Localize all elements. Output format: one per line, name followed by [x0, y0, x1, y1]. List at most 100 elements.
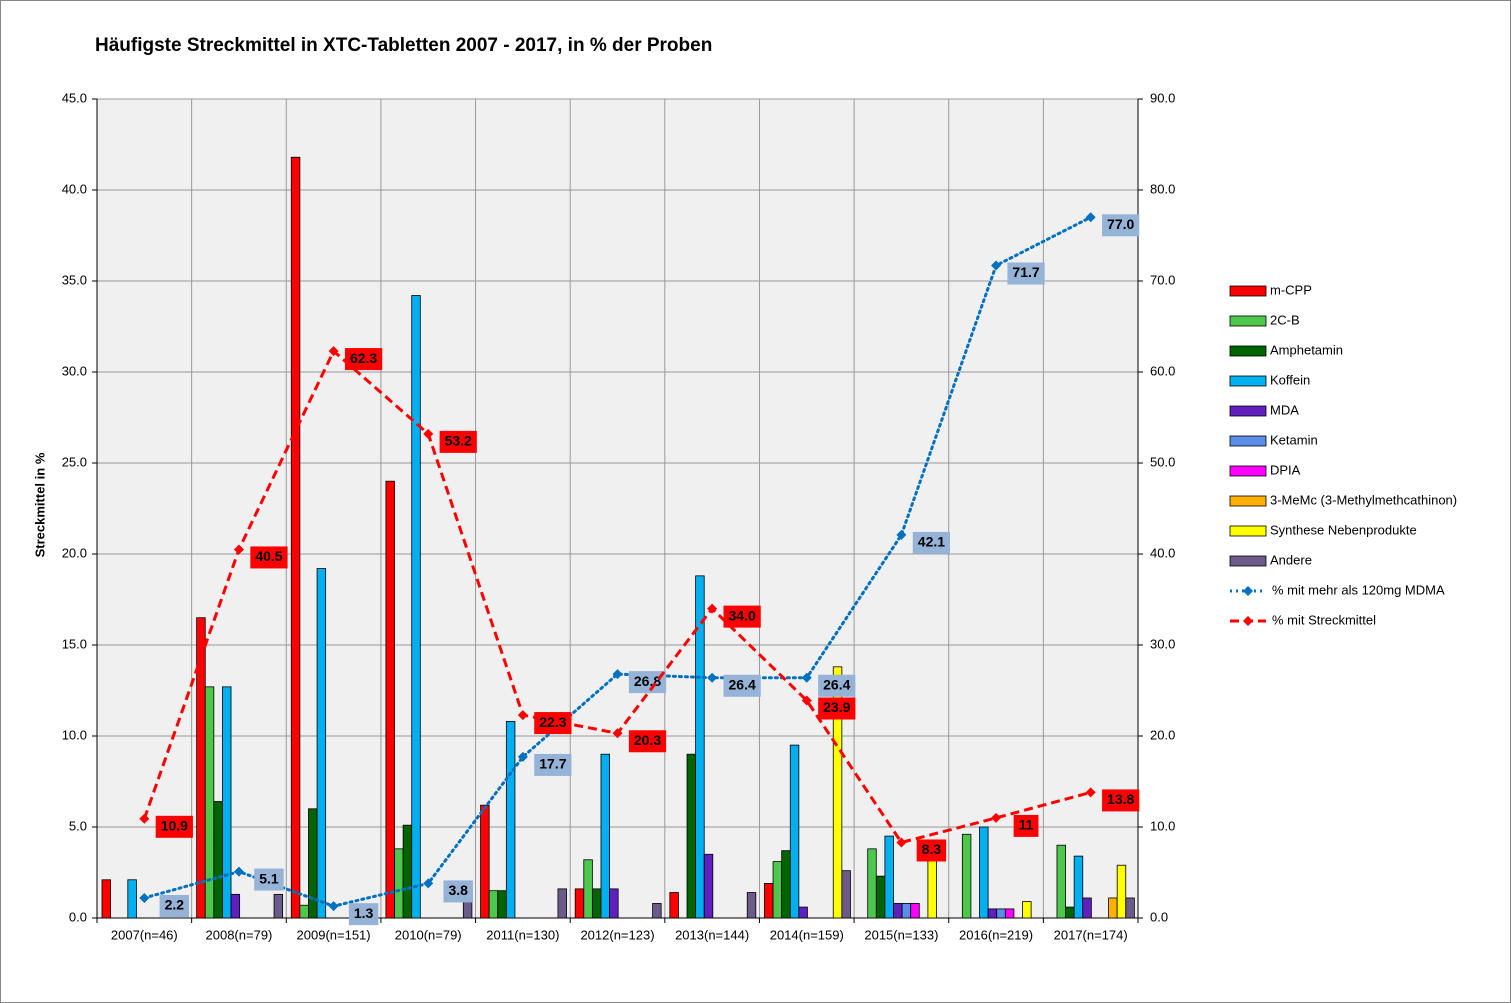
line-marker [1085, 212, 1096, 223]
legend-label: 2C-B [1270, 312, 1300, 327]
data-label-text: 8.3 [922, 841, 942, 857]
line-marker [801, 695, 812, 706]
data-label-box [344, 348, 383, 371]
data-label: 40.5 [250, 546, 288, 569]
line-marker [991, 260, 1002, 271]
line-marker [233, 866, 244, 877]
x-tick-label: 2007(n=46) [111, 927, 178, 942]
data-label-text: 42.1 [918, 534, 945, 550]
data-label: 13.8 [1102, 789, 1140, 812]
data-label: 53.2 [439, 430, 477, 453]
data-label-box [916, 839, 947, 862]
bar [1082, 897, 1092, 919]
line-marker [612, 728, 623, 739]
y2-tick-label: 10.0 [1150, 818, 1175, 833]
chart-title: Häufigste Streckmittel in XTC-Tabletten … [95, 35, 712, 56]
data-label-box [818, 697, 856, 720]
x-tick-label: 2015(n=133) [864, 927, 938, 942]
data-label-text: 26.4 [823, 676, 850, 692]
bar [591, 888, 602, 919]
data-label-box [1102, 789, 1140, 812]
y-tick-label: 30.0 [62, 363, 87, 378]
y2-tick-label: 40.0 [1150, 545, 1175, 560]
bar [411, 295, 421, 919]
data-label-text: 1.3 [354, 905, 374, 921]
bar [230, 893, 241, 919]
legend-label: Andere [1270, 552, 1312, 567]
line-marker [1085, 787, 1096, 798]
line-marker [612, 669, 623, 680]
line-marker [517, 751, 528, 762]
data-label-text: 34.0 [729, 607, 756, 623]
y-tick-label: 20.0 [62, 545, 87, 560]
line-marker [707, 603, 718, 614]
data-label-text: 53.2 [445, 433, 472, 449]
bar [385, 480, 395, 919]
bar [308, 808, 318, 919]
data-label-text: 13.8 [1107, 791, 1134, 807]
legend-marker [1243, 586, 1253, 596]
line-marker [139, 892, 150, 903]
y2-tick-label: 70.0 [1150, 272, 1175, 287]
data-label: 23.9 [818, 697, 856, 720]
line-marker [423, 428, 434, 439]
data-label-text: 11 [1019, 817, 1034, 833]
plot-area [96, 98, 1139, 919]
bar [789, 744, 800, 919]
y2-tick-label: 30.0 [1150, 636, 1175, 651]
data-label-text: 77.0 [1107, 216, 1134, 232]
bar [1065, 906, 1075, 919]
legend-swatch [1229, 465, 1267, 477]
bar [686, 753, 697, 919]
bar [557, 888, 567, 919]
data-label-text: 3.8 [448, 882, 468, 898]
bar [901, 903, 912, 919]
bar [101, 879, 112, 919]
bar [1125, 897, 1135, 919]
bar [987, 908, 998, 919]
line-series [142, 215, 1093, 908]
data-label: 3.8 [443, 880, 473, 903]
y-tick-label: 25.0 [62, 454, 87, 469]
line-marker [328, 346, 339, 357]
data-label: 8.3 [916, 839, 947, 862]
data-label: 62.3 [344, 348, 383, 371]
bar [402, 824, 413, 919]
data-label: 5.1 [254, 868, 284, 891]
data-label-text: 22.3 [539, 714, 566, 730]
bar [299, 904, 309, 919]
bar [488, 890, 499, 919]
y2-tick-label: 0.0 [1150, 909, 1168, 924]
line-marker [896, 529, 907, 540]
bar [1056, 844, 1066, 919]
data-label-text: 5.1 [259, 870, 279, 886]
x-tick-label: 2012(n=123) [580, 927, 654, 942]
y-tick-label: 10.0 [62, 727, 87, 742]
line-marker [139, 813, 150, 824]
data-label-box [723, 605, 761, 628]
x-tick-label: 2009(n=151) [297, 927, 371, 942]
bar [746, 892, 757, 919]
bar [781, 850, 791, 919]
legend-swatch [1229, 315, 1267, 327]
bar [764, 883, 774, 919]
data-label-box [1102, 214, 1140, 237]
legend-label: % mit mehr als 120mg MDMA [1272, 582, 1445, 597]
bar [1004, 908, 1015, 919]
bar [600, 753, 610, 919]
legend-swatch [1229, 555, 1267, 567]
data-label: 17.7 [534, 753, 572, 776]
legend-label: Amphetamin [1270, 342, 1343, 357]
bar [609, 888, 619, 919]
data-label-box [628, 671, 667, 694]
legend-swatch [1229, 495, 1267, 507]
legend-swatch [1229, 375, 1267, 387]
legend-label: Synthese Nebenprodukte [1270, 522, 1417, 537]
data-label: 1.3 [348, 903, 379, 926]
legend-label: MDA [1270, 402, 1299, 417]
y-tick-label: 40.0 [62, 181, 87, 196]
bar [669, 892, 679, 919]
bar [703, 853, 714, 919]
data-label-box [912, 531, 951, 554]
bar [695, 575, 705, 919]
